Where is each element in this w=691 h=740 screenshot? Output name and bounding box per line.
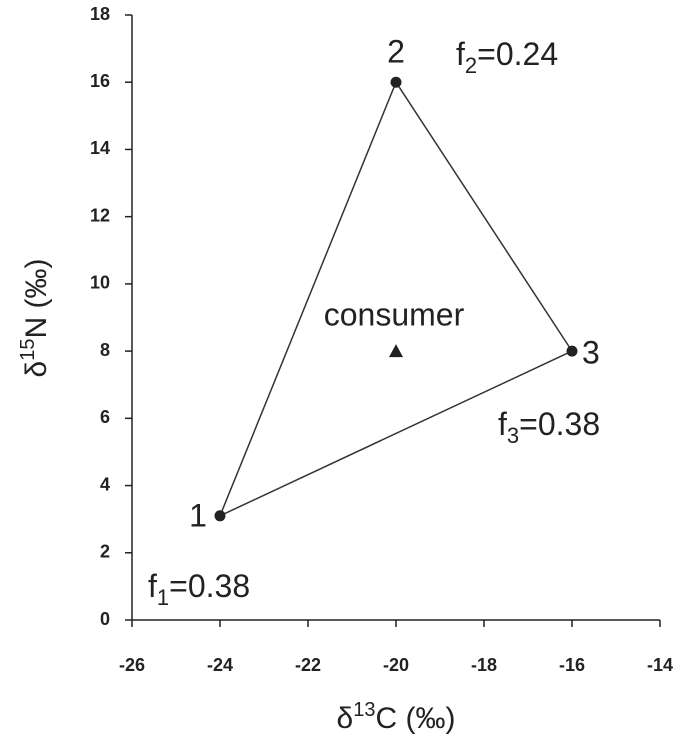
fraction-annotation: f1=0.38: [148, 568, 250, 610]
x-tick-label: -16: [559, 655, 585, 675]
x-tick-label: -14: [647, 655, 673, 675]
source-label: 2: [387, 34, 405, 70]
y-tick-label: 18: [90, 4, 110, 24]
y-tick-label: 8: [100, 340, 110, 360]
fraction-value: =0.24: [477, 36, 558, 72]
x-tick-label: -26: [119, 655, 145, 675]
fraction-sub: 3: [507, 423, 519, 448]
x-label-rest: C (‰): [375, 702, 455, 735]
y-tick-label: 12: [90, 205, 110, 225]
x-label-symbol: δ: [337, 702, 354, 735]
y-tick-label: 16: [90, 71, 110, 91]
y-axis-label: δ15N (‰): [17, 259, 53, 378]
x-label-sup: 13: [353, 699, 375, 721]
source-point: [566, 345, 578, 357]
mixing-polygon-edge: [219, 81, 397, 517]
source-label: 3: [582, 335, 600, 371]
y-label-rest: N (‰): [20, 259, 53, 339]
source-label: 1: [189, 497, 207, 533]
source-point: [390, 76, 402, 88]
fraction-symbol: f: [498, 406, 507, 442]
mixing-polygon-edge: [395, 81, 573, 352]
fraction-sub: 2: [465, 53, 477, 78]
x-tick-label: -20: [383, 655, 409, 675]
fraction-symbol: f: [456, 36, 465, 72]
y-tick-label: 0: [100, 609, 110, 629]
x-tick-label: -24: [207, 655, 233, 675]
fraction-annotation: f3=0.38: [498, 406, 600, 448]
fraction-value: =0.38: [169, 568, 250, 604]
fraction-symbol: f: [148, 568, 157, 604]
fraction-sub: 1: [157, 585, 169, 610]
y-tick-label: 2: [100, 542, 110, 562]
y-tick-label: 6: [100, 407, 110, 427]
x-tick-label: -22: [295, 655, 321, 675]
y-tick-label: 4: [100, 474, 110, 494]
source-point: [214, 510, 226, 522]
consumer-label: consumer: [324, 297, 465, 333]
consumer-point: [389, 344, 403, 358]
x-axis-label: δ13C (‰): [337, 699, 456, 735]
x-tick-label: -18: [471, 655, 497, 675]
y-label-symbol: δ: [20, 361, 53, 378]
y-tick-label: 14: [90, 138, 110, 158]
y-label-sup: 15: [17, 339, 39, 361]
fraction-annotation: f2=0.24: [456, 36, 558, 78]
y-tick-label: 10: [90, 273, 110, 293]
fraction-value: =0.38: [519, 406, 600, 442]
mixing-polygon-edge: [219, 350, 573, 517]
